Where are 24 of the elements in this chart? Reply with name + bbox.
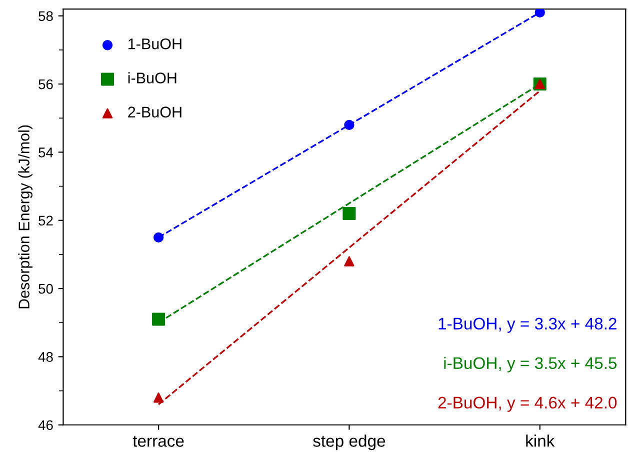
point (344, 120, 354, 130)
point (153, 232, 164, 242)
legend-label: 1-BuOH (128, 38, 182, 50)
point (153, 392, 164, 403)
y-tick-label: 52 (38, 216, 53, 226)
annotation: 2-BuOH, y = 4.6x + 42.0 (438, 396, 617, 412)
legend-label: i-BuOH (128, 72, 176, 84)
y-tick-label: 48 (38, 352, 53, 362)
y-axis-title: Desorption Energy (kJ/mol) (18, 125, 32, 308)
point (534, 9, 545, 18)
x-tick-label: terrace (132, 436, 184, 447)
y-tick-label: 58 (38, 11, 53, 22)
y-tick-label: 56 (38, 79, 53, 90)
y-tick-label: 54 (38, 148, 54, 158)
y-tick-label: 50 (38, 284, 53, 294)
point (152, 312, 166, 326)
x-tick-label: step edge (313, 434, 386, 450)
x-tick-label: kink (526, 434, 555, 447)
point (344, 256, 354, 266)
legend-label: 2-BuOH (128, 106, 182, 118)
annotation: 1-BuOH, y = 3.3x + 48.2 (438, 318, 616, 333)
annotation: i-BuOH, y = 3.5x + 45.5 (444, 356, 617, 372)
y-tick-label: 46 (38, 420, 53, 430)
point (342, 207, 356, 220)
